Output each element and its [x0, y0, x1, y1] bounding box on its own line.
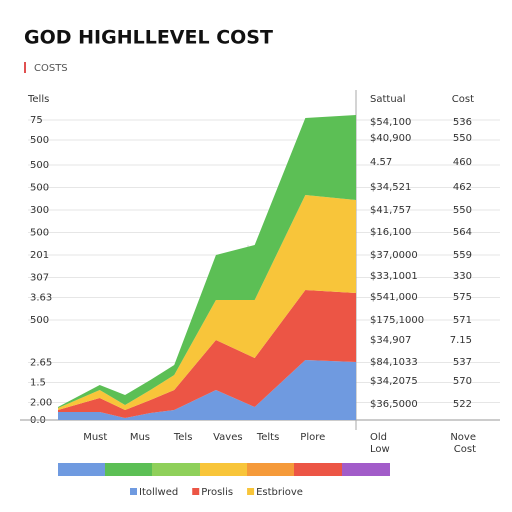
legend-swatch — [247, 488, 255, 495]
x-tick-label: Telts — [256, 432, 279, 443]
table-cell: 4.57 — [370, 157, 392, 168]
table-cell: $37,0000 — [370, 250, 418, 261]
table-cell: $175,1000 — [370, 315, 424, 326]
table-footer: Old — [370, 432, 387, 443]
table-cell: $84,1033 — [370, 357, 418, 368]
subtitle-marker — [24, 62, 26, 73]
table-cell: $34,2075 — [370, 376, 418, 387]
color-bar-segment — [294, 463, 342, 476]
table-cell: $41,757 — [370, 205, 411, 216]
table-cell: 536 — [453, 117, 472, 128]
table-cell: 550 — [453, 133, 472, 144]
y-tick-label: 500 — [30, 228, 49, 239]
area — [58, 360, 356, 420]
legend-label: Estbriove — [256, 487, 303, 498]
table-cell: $541,000 — [370, 292, 418, 303]
chart-title: GOD HIGHLLEVEL COST — [24, 27, 273, 49]
area — [58, 290, 356, 418]
y-tick-label: 1.5 — [30, 378, 46, 389]
area — [58, 195, 356, 410]
table-cell: $54,100 — [370, 117, 411, 128]
legend-swatch — [192, 488, 200, 495]
table-cell: 550 — [453, 205, 472, 216]
table-cell: $40,900 — [370, 133, 411, 144]
y-tick-label: 500 — [30, 135, 49, 146]
table-cell: 570 — [453, 376, 472, 387]
table-cell: 462 — [453, 182, 472, 193]
x-tick-label: Vaves — [213, 432, 242, 443]
area — [58, 115, 356, 408]
chart-subtitle: COSTS — [34, 63, 68, 74]
color-bar-segment — [152, 463, 200, 476]
table-cell: 575 — [453, 292, 472, 303]
table-cell: $16,100 — [370, 227, 411, 238]
y-tick-label: 500 — [30, 183, 49, 194]
table-cell: 7.15 — [450, 335, 472, 346]
table-header: Cost — [452, 94, 474, 105]
color-bar-segment — [342, 463, 390, 476]
table-cell: $34,907 — [370, 335, 411, 346]
y-tick-label: 300 — [30, 205, 49, 216]
table-cell: 564 — [453, 227, 472, 238]
table-footer: Cost — [454, 444, 476, 455]
color-bar-segment — [105, 463, 152, 476]
table-cell: 571 — [453, 315, 472, 326]
y-axis-label: Tells — [27, 94, 49, 105]
table-cell: $34,521 — [370, 182, 411, 193]
table-cell: 460 — [453, 157, 472, 168]
y-tick-label: 307 — [30, 273, 49, 284]
y-tick-label: 201 — [30, 250, 49, 261]
table-footer: Nove — [450, 432, 476, 443]
y-tick-label: 500 — [30, 160, 49, 171]
x-tick-label: Plore — [300, 432, 325, 443]
y-tick-label: 3.63 — [30, 293, 52, 304]
color-bar-segment — [200, 463, 247, 476]
x-tick-label: Mus — [130, 432, 150, 443]
table-cell: 522 — [453, 399, 472, 410]
table-header: Sattual — [370, 94, 406, 105]
legend-label: Proslis — [201, 487, 233, 498]
color-bar — [58, 463, 390, 476]
color-bar-segment — [247, 463, 294, 476]
x-tick-label: Must — [83, 432, 107, 443]
y-tick-label: 75 — [30, 115, 43, 126]
legend-label: Itollwed — [139, 487, 178, 498]
table-cell: 330 — [453, 271, 472, 282]
table-cell: $36,5000 — [370, 399, 418, 410]
legend-swatch — [130, 488, 137, 495]
table-cell: 537 — [453, 357, 472, 368]
color-bar-segment — [58, 463, 105, 476]
y-tick-label: 2.65 — [30, 358, 52, 369]
table-cell: 559 — [453, 250, 472, 261]
table-footer: Low — [370, 444, 390, 455]
table-cell: $33,1001 — [370, 271, 418, 282]
y-tick-label: 2.00 — [30, 398, 52, 409]
x-tick-label: Tels — [173, 432, 193, 443]
y-tick-label: 500 — [30, 315, 49, 326]
